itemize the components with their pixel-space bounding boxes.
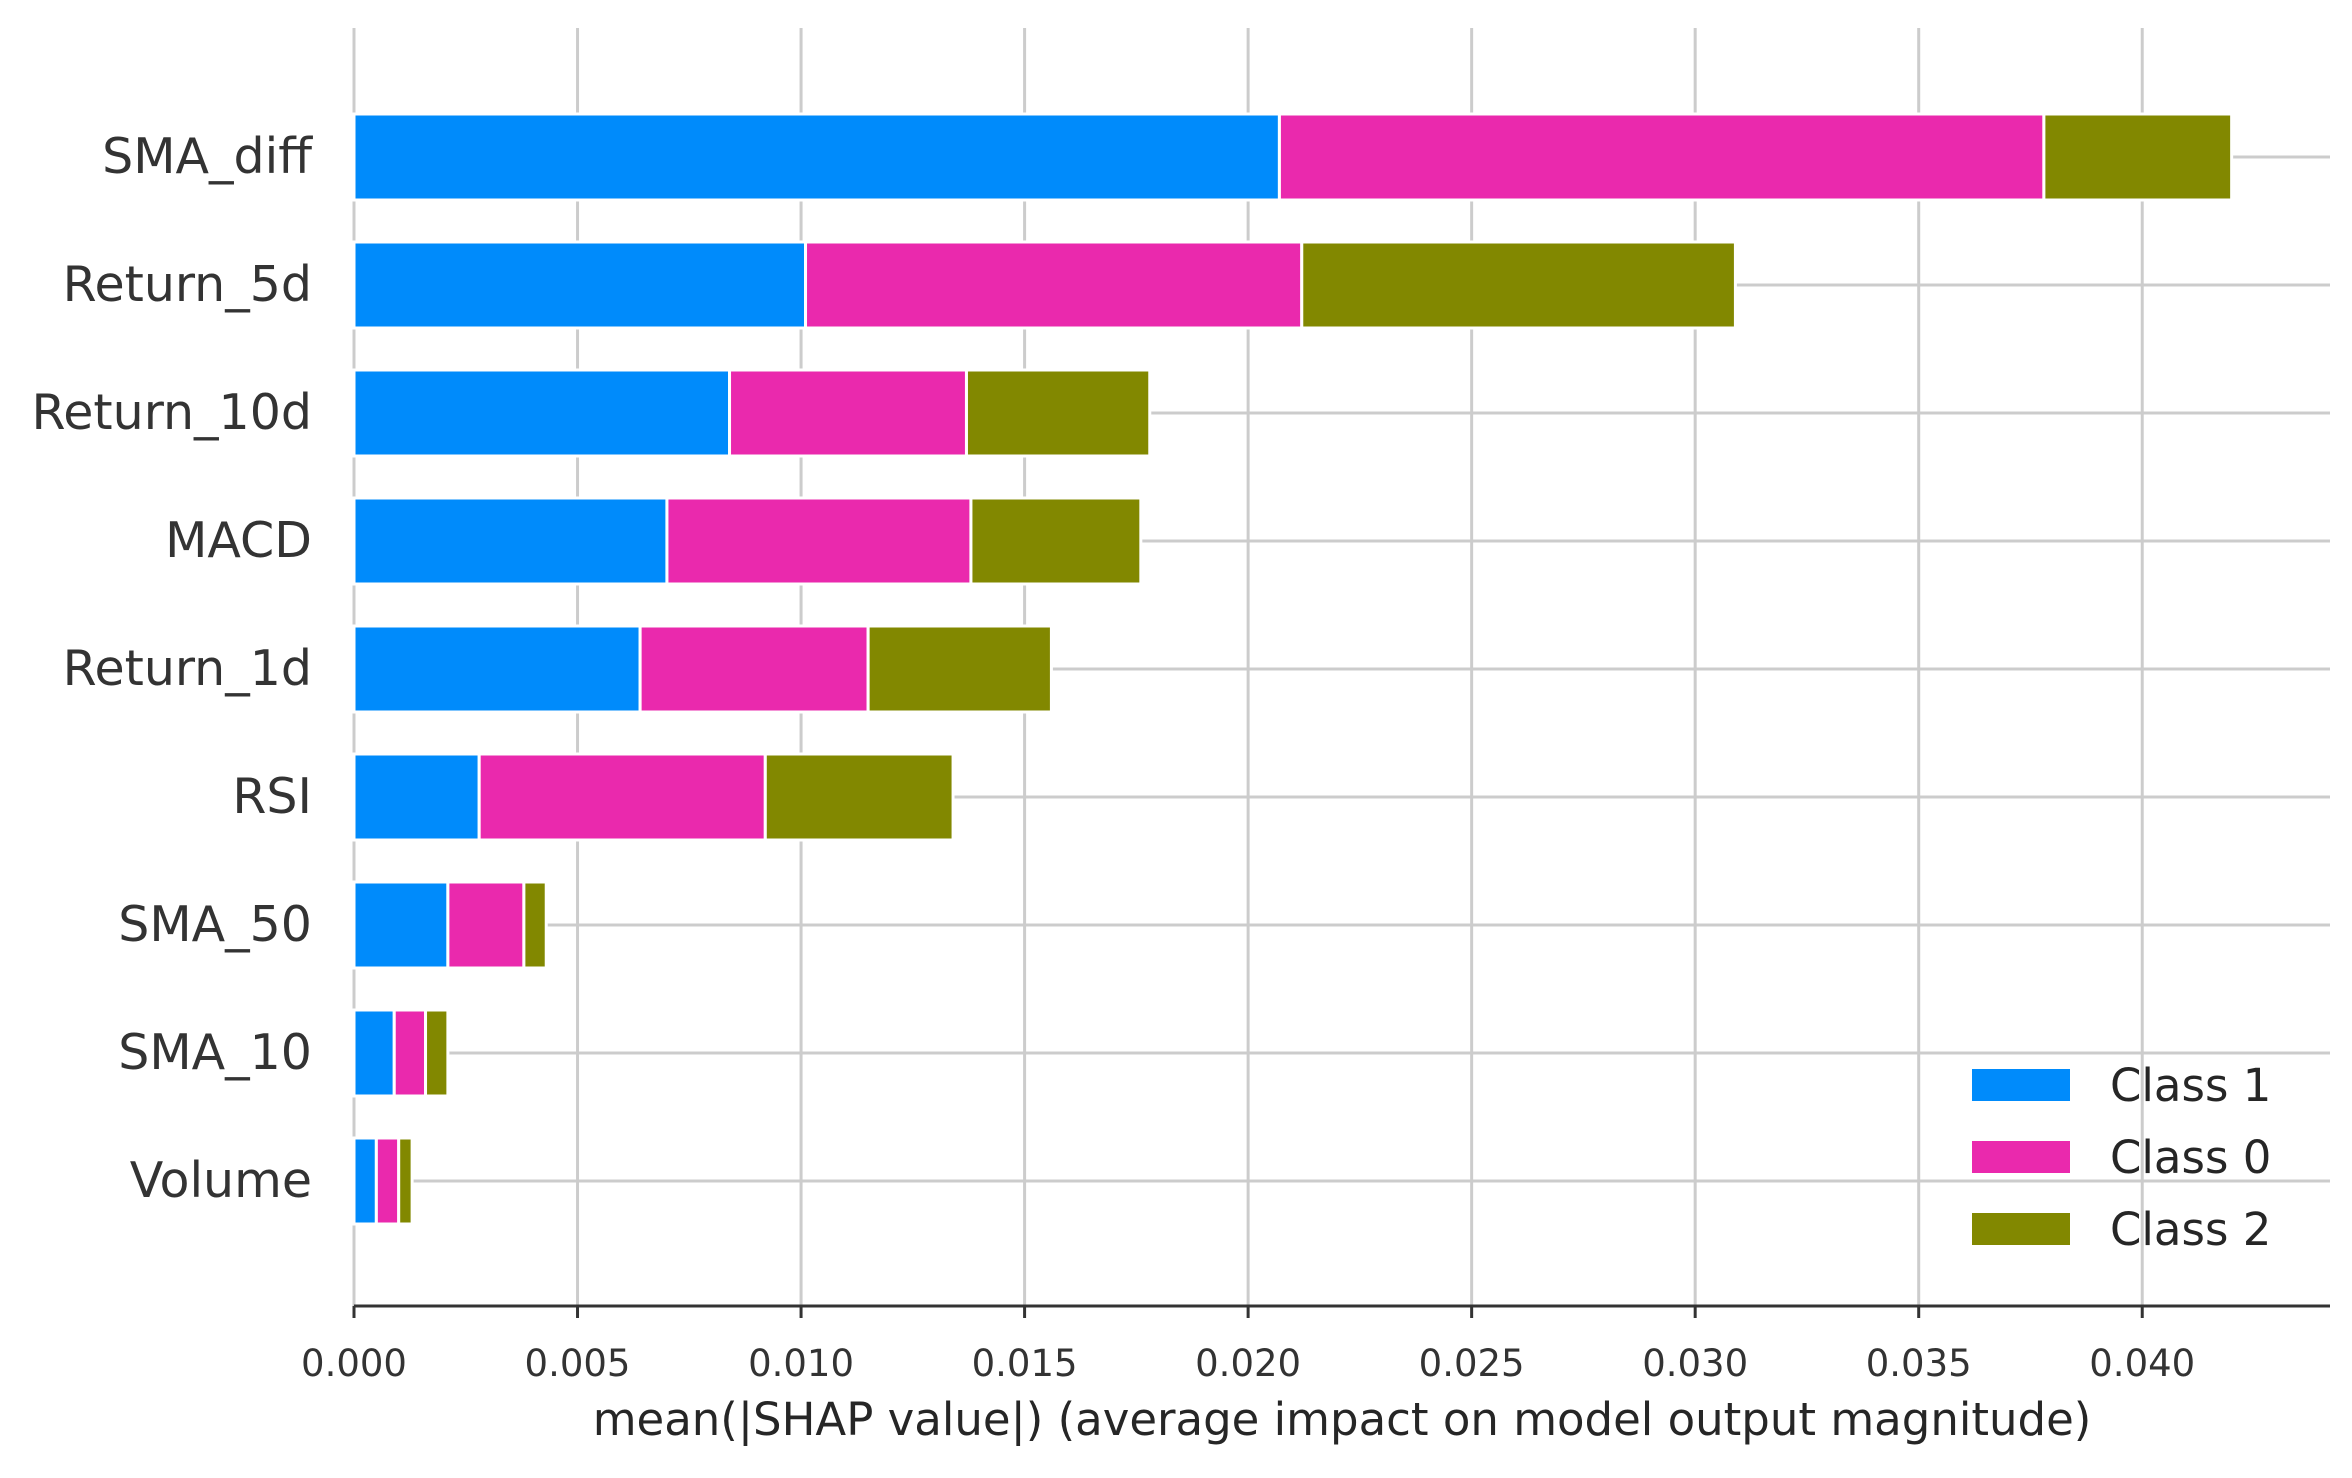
- bar-segment-class-1: [352, 112, 1281, 202]
- x-tick-label: 0.010: [748, 1342, 854, 1385]
- bar-segment-class-2: [866, 624, 1053, 714]
- bar-segment-class-0: [374, 1136, 401, 1226]
- y-tick-label: RSI: [232, 768, 312, 825]
- x-tick-label: 0.040: [2089, 1342, 2195, 1385]
- y-tick-label: Return_1d: [63, 640, 312, 697]
- y-tick-label: SMA_50: [118, 896, 312, 953]
- bar-segment-class-0: [665, 496, 973, 586]
- bar-segment-class-0: [446, 880, 526, 970]
- bar-segment-class-2: [397, 1136, 414, 1226]
- bar-segment-class-1: [352, 496, 669, 586]
- legend-swatch: [1972, 1141, 2070, 1173]
- y-tick-label: MACD: [165, 512, 312, 569]
- x-tick-label: 0.005: [525, 1342, 631, 1385]
- bar-segment-class-1: [352, 240, 808, 330]
- legend: Class 1 Class 0 Class 2: [1972, 1059, 2271, 1256]
- bar-segment-class-1: [352, 624, 642, 714]
- bar-segment-class-0: [638, 624, 870, 714]
- bar-segment-class-1: [352, 880, 450, 970]
- x-axis: 0.000 0.005 0.010 0.015 0.020 0.025 0.030 0.035…: [301, 1304, 2330, 1385]
- legend-label: Class 0: [2110, 1131, 2271, 1184]
- y-tick-label: SMA_diff: [102, 128, 313, 185]
- y-tick-label: Return_10d: [31, 384, 312, 441]
- bar-segment-class-0: [804, 240, 1304, 330]
- bar-segment-class-0: [728, 368, 968, 458]
- bars: [352, 112, 2234, 1226]
- bar-segment-class-0: [392, 1008, 428, 1098]
- x-tick-label: 0.015: [972, 1342, 1078, 1385]
- x-tick-label: 0.025: [1419, 1342, 1525, 1385]
- bar-segment-class-2: [969, 496, 1143, 586]
- bar-segment-class-1: [352, 1008, 396, 1098]
- bar-segment-class-2: [763, 752, 955, 842]
- y-tick-label: SMA_10: [118, 1024, 312, 1081]
- bar-segment-class-2: [522, 880, 548, 970]
- legend-swatch: [1972, 1069, 2070, 1101]
- legend-label: Class 1: [2110, 1059, 2271, 1112]
- x-tick-label: 0.020: [1195, 1342, 1301, 1385]
- bar-segment-class-1: [352, 368, 732, 458]
- x-tick-label: 0.000: [301, 1342, 407, 1385]
- bar-segment-class-1: [352, 1136, 378, 1226]
- x-axis-title: mean(|SHAP value|) (average impact on mo…: [593, 1393, 2092, 1446]
- bar-segment-class-2: [2042, 112, 2234, 202]
- y-tick-label: Volume: [130, 1152, 312, 1209]
- bar-segment-class-2: [424, 1008, 450, 1098]
- y-tick-label: Return_5d: [63, 256, 312, 313]
- y-axis-labels: SMA_diff Return_5d Return_10d MACD Return_1d…: [31, 128, 313, 1209]
- legend-label: Class 2: [2110, 1203, 2271, 1256]
- x-tick-label: 0.035: [1866, 1342, 1972, 1385]
- bar-segment-class-0: [1277, 112, 2046, 202]
- bar-segment-class-0: [477, 752, 767, 842]
- legend-swatch: [1972, 1213, 2070, 1245]
- bar-segment-class-2: [964, 368, 1152, 458]
- bar-segment-class-2: [1300, 240, 1737, 330]
- bar-segment-class-1: [352, 752, 481, 842]
- x-tick-label: 0.030: [1642, 1342, 1748, 1385]
